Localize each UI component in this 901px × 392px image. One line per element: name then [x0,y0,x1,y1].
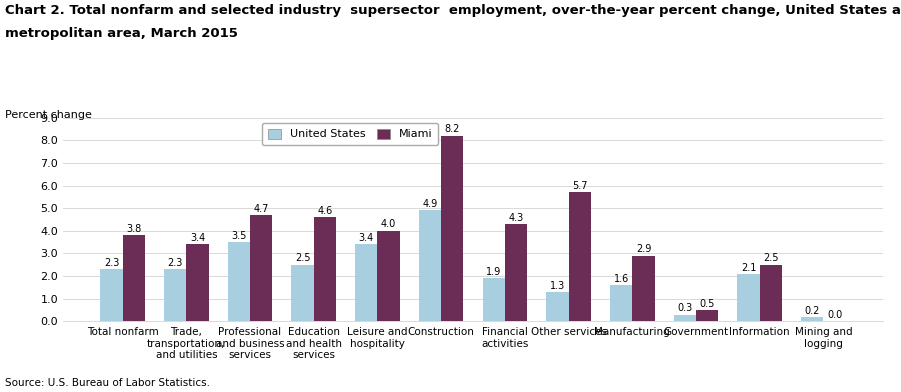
Text: 3.8: 3.8 [126,224,141,234]
Text: Chart 2. Total nonfarm and selected industry  supersector  employment, over-the-: Chart 2. Total nonfarm and selected indu… [5,4,901,17]
Text: 2.5: 2.5 [295,254,310,263]
Bar [610,285,633,321]
Bar [505,224,527,321]
Text: 4.6: 4.6 [317,206,332,216]
Bar [737,274,760,321]
Text: Percent change: Percent change [5,110,91,120]
Text: 4.3: 4.3 [508,213,523,223]
Bar [314,217,336,321]
Text: 0.3: 0.3 [678,303,693,313]
Text: 1.3: 1.3 [550,281,565,290]
Bar [250,215,272,321]
Bar [164,269,187,321]
Text: 0.5: 0.5 [699,299,714,309]
Text: 0.0: 0.0 [827,310,842,320]
Bar [228,242,250,321]
Text: 5.7: 5.7 [572,181,587,191]
Text: 4.7: 4.7 [253,203,268,214]
Bar [483,278,505,321]
Text: 4.9: 4.9 [423,199,438,209]
Bar [123,235,145,321]
Text: 4.0: 4.0 [381,220,396,229]
Text: 1.9: 1.9 [487,267,501,277]
Text: 3.4: 3.4 [359,233,374,243]
Bar [187,245,209,321]
Bar [801,317,824,321]
Bar [419,211,441,321]
Bar [760,265,782,321]
Bar [355,245,378,321]
Bar [569,192,591,321]
Text: 2.3: 2.3 [104,258,119,268]
Bar [633,256,655,321]
Text: 3.5: 3.5 [232,231,247,241]
Text: 0.2: 0.2 [805,305,820,316]
Bar [100,269,123,321]
Text: Source: U.S. Bureau of Labor Statistics.: Source: U.S. Bureau of Labor Statistics. [5,378,210,388]
Bar [546,292,569,321]
Bar [674,315,696,321]
Text: 1.6: 1.6 [614,274,629,284]
Bar [696,310,718,321]
Legend: United States, Miami: United States, Miami [262,123,438,145]
Text: 8.2: 8.2 [444,124,460,134]
Bar [441,136,463,321]
Bar [291,265,314,321]
Text: 2.9: 2.9 [636,244,651,254]
Bar [378,231,400,321]
Text: 2.5: 2.5 [763,254,778,263]
Text: metropolitan area, March 2015: metropolitan area, March 2015 [5,27,237,40]
Text: 2.1: 2.1 [741,263,756,272]
Text: 3.4: 3.4 [190,233,205,243]
Text: 2.3: 2.3 [168,258,183,268]
